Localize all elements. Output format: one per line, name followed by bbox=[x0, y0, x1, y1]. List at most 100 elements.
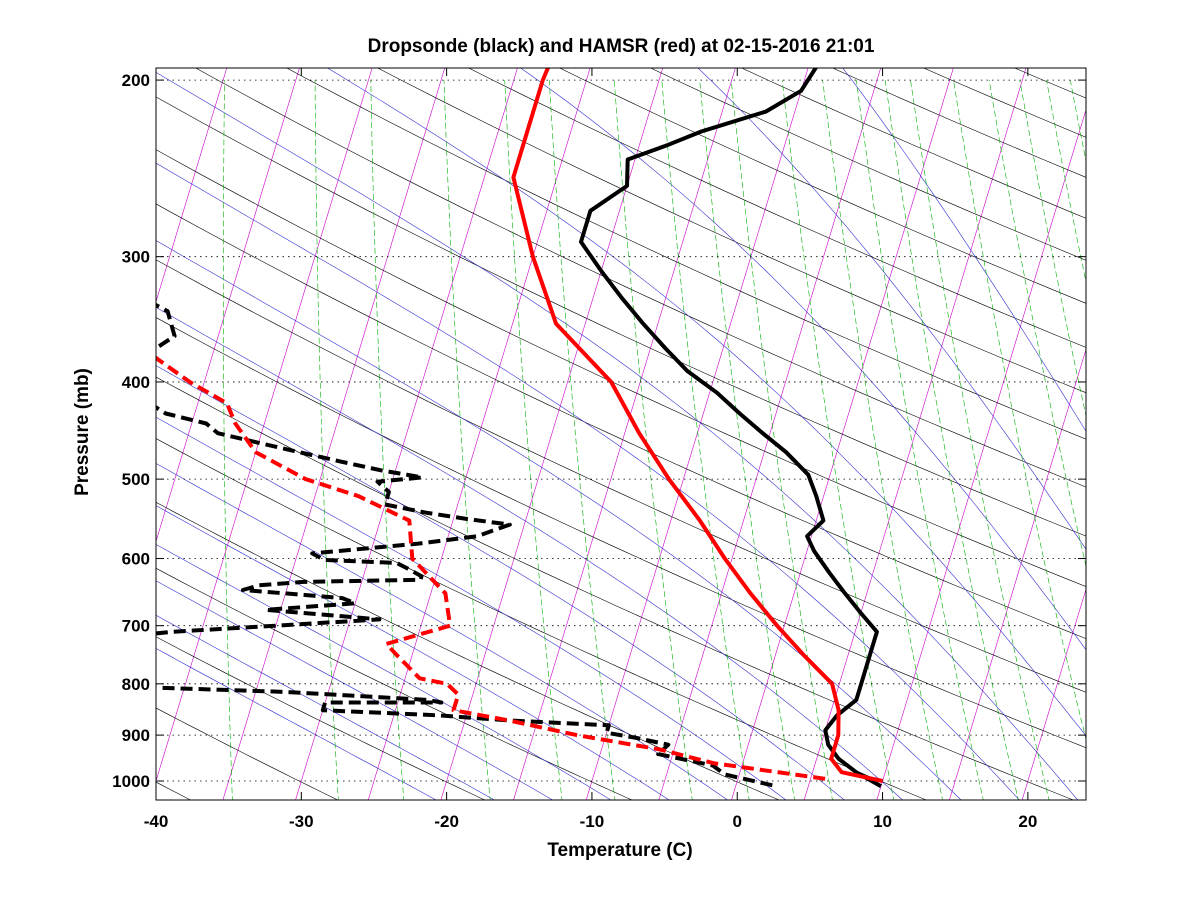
mixing-ratio-line bbox=[314, 80, 339, 800]
y-axis-ticks: 200 300 400 500 600 700 800 900 1000 bbox=[112, 71, 1086, 791]
x-axis-ticks: -40 -30 -20 -10 0 10 20 bbox=[144, 68, 1037, 831]
isotherm-line bbox=[156, 68, 228, 303]
dry-adiabat-line bbox=[845, 0, 1200, 802]
mixing-ratio-line bbox=[661, 80, 750, 800]
moist-adiabat-line bbox=[326, 68, 1086, 737]
isotherm-line bbox=[440, 68, 664, 800]
isotherm-line bbox=[367, 68, 591, 800]
isotherm-line bbox=[658, 68, 882, 800]
mixing-ratio-line bbox=[1019, 80, 1086, 418]
moist-adiabat-line bbox=[156, 580, 554, 800]
moist-adiabat-line bbox=[156, 71, 1079, 800]
mixing-ratio-line bbox=[1070, 80, 1086, 163]
dry-adiabat-line bbox=[156, 96, 1086, 537]
mixing-ratio-line bbox=[549, 80, 616, 800]
y-tick-label: 700 bbox=[122, 617, 150, 636]
dropsonde-dewpoint-line bbox=[156, 302, 773, 788]
isotherm-line bbox=[803, 68, 1027, 800]
pressure-grid bbox=[156, 79, 1086, 782]
x-tick-label: -20 bbox=[434, 812, 459, 831]
mixing-ratio-line bbox=[856, 80, 984, 800]
mixing-ratio-line bbox=[370, 80, 405, 800]
series-layer bbox=[156, 68, 884, 788]
dry-adiabat-line bbox=[929, 0, 1200, 802]
moist-adiabat-line bbox=[156, 505, 670, 800]
isotherm-line bbox=[731, 68, 954, 800]
y-tick-label: 500 bbox=[122, 470, 150, 489]
dry-adiabat-line bbox=[156, 501, 780, 800]
x-tick-label: 10 bbox=[873, 812, 892, 831]
mixing-ratio-line bbox=[822, 80, 943, 800]
dry-adiabat-line bbox=[156, 203, 1086, 639]
moist-adiabat-line bbox=[697, 68, 1086, 550]
mixing-ratio-line bbox=[910, 80, 1050, 800]
dry-adiabat-line bbox=[559, 68, 1086, 304]
moist-adiabat-line bbox=[156, 544, 612, 800]
x-tick-label: -40 bbox=[144, 812, 169, 831]
mixing-ratio-line bbox=[443, 80, 491, 800]
dry-adiabat-line bbox=[156, 317, 1086, 749]
x-tick-label: -30 bbox=[289, 812, 314, 831]
dry-adiabat-line bbox=[377, 68, 1086, 394]
isotherm-line bbox=[156, 68, 373, 783]
mixing-ratio-line bbox=[613, 80, 693, 800]
mixing-ratio-line bbox=[132, 80, 140, 802]
dry-adiabat-line bbox=[1013, 68, 1086, 99]
y-axis-label: Pressure (mb) bbox=[72, 368, 93, 496]
mixing-ratio-line bbox=[781, 80, 895, 800]
dry-adiabat-line bbox=[156, 259, 1086, 693]
dry-adiabat-line bbox=[156, 781, 192, 800]
y-tick-label: 800 bbox=[122, 675, 150, 694]
y-tick-label: 400 bbox=[122, 373, 150, 392]
x-axis-label: Temperature (C) bbox=[547, 840, 692, 861]
moist-adiabat-line bbox=[842, 68, 1086, 432]
mixing-ratio-line bbox=[699, 80, 795, 800]
chart-title: Dropsonde (black) and HAMSR (red) at 02-… bbox=[368, 36, 875, 57]
mixing-ratio-line bbox=[884, 80, 1019, 800]
dry-adiabat-line bbox=[1014, 0, 1200, 802]
x-tick-label: 0 bbox=[733, 812, 742, 831]
hamsr-temperature-line bbox=[511, 68, 884, 783]
dry-adiabat-line bbox=[286, 68, 1086, 440]
y-tick-label: 300 bbox=[122, 248, 150, 267]
mixing-ratio-line bbox=[1046, 80, 1086, 284]
hamsr-dewpoint-line bbox=[156, 355, 826, 781]
y-tick-label: 1000 bbox=[112, 772, 150, 791]
x-tick-label: -10 bbox=[580, 812, 605, 831]
dry-adiabat-line bbox=[831, 68, 1086, 178]
y-tick-label: 200 bbox=[122, 71, 150, 90]
mixing-ratio-line bbox=[223, 80, 233, 800]
isotherm-line bbox=[949, 348, 1086, 800]
mixing-ratio-line bbox=[504, 80, 563, 800]
y-tick-label: 600 bbox=[122, 550, 150, 569]
isotherm-line bbox=[0, 0, 188, 802]
dropsonde-temperature-line bbox=[579, 68, 882, 788]
y-tick-label: 900 bbox=[122, 726, 150, 745]
isotherm-line bbox=[156, 68, 300, 543]
dry-adiabat-line bbox=[156, 567, 633, 800]
dry-adiabat-line bbox=[649, 68, 1086, 261]
dry-adiabat-line bbox=[195, 68, 1086, 488]
mixing-ratio-line bbox=[953, 80, 1086, 741]
isotherm-line bbox=[1094, 0, 1200, 802]
isotherm-line bbox=[222, 68, 446, 800]
dry-adiabat-line bbox=[156, 376, 1075, 800]
mixing-ratio-line bbox=[1092, 80, 1200, 802]
dry-adiabat-line bbox=[156, 149, 1086, 587]
x-tick-label: 20 bbox=[1018, 812, 1037, 831]
isotherm-line bbox=[295, 68, 518, 800]
isotherm-line bbox=[1021, 588, 1086, 800]
plot-frame bbox=[155, 67, 1087, 801]
dry-adiabat-line bbox=[740, 68, 1086, 219]
isotherm-line bbox=[876, 108, 1086, 800]
mixing-ratio-line bbox=[730, 80, 833, 800]
isotherm-line bbox=[1167, 0, 1200, 802]
moist-adiabat-line bbox=[156, 416, 787, 800]
dry-adiabat-line bbox=[922, 68, 1086, 138]
isotherm-line bbox=[0, 0, 116, 802]
background-lines bbox=[0, 0, 1200, 802]
isotherm-line bbox=[585, 68, 809, 800]
isotherm-line bbox=[0, 0, 43, 802]
dry-adiabat-line bbox=[156, 707, 339, 800]
